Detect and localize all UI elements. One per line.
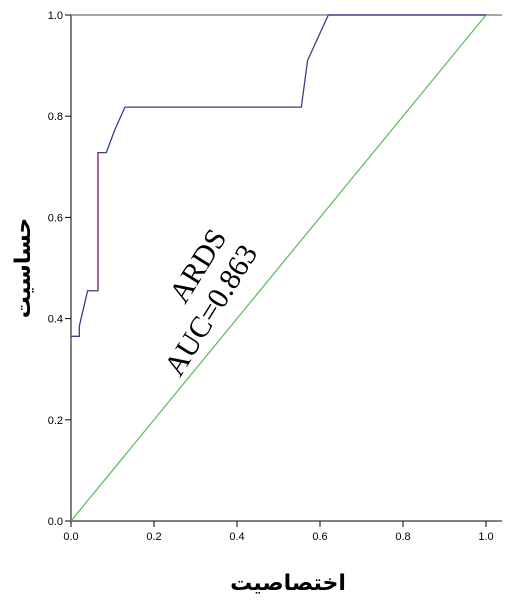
axes (65, 14, 502, 527)
tick-labels: 0.0 0.2 0.4 0.6 0.8 1.0 0.0 0.2 0.4 0.6 0.8 1.0 (48, 10, 494, 543)
x-tick-label: 0.8 (395, 531, 410, 543)
y-tick-label: 1.0 (48, 10, 63, 22)
x-tick-label: 0.6 (312, 531, 327, 543)
y-tick-label: 0.2 (48, 415, 63, 427)
x-tick-label: 0.2 (146, 531, 161, 543)
x-tick-label: 1.0 (478, 531, 493, 543)
x-axis-title: اختصاصیت (230, 571, 346, 596)
y-tick-label: 0.0 (48, 516, 63, 528)
series-group (70, 14, 487, 522)
x-tick-label: 0.4 (229, 531, 244, 543)
y-axis-title: حساسیت (11, 218, 36, 318)
reference-diagonal-line (70, 14, 487, 522)
x-tick-label: 0.0 (63, 531, 78, 543)
roc-curve-line (71, 14, 486, 337)
y-tick-label: 0.4 (48, 314, 63, 326)
y-tick-label: 0.6 (48, 212, 63, 224)
y-tick-label: 0.8 (48, 111, 63, 123)
